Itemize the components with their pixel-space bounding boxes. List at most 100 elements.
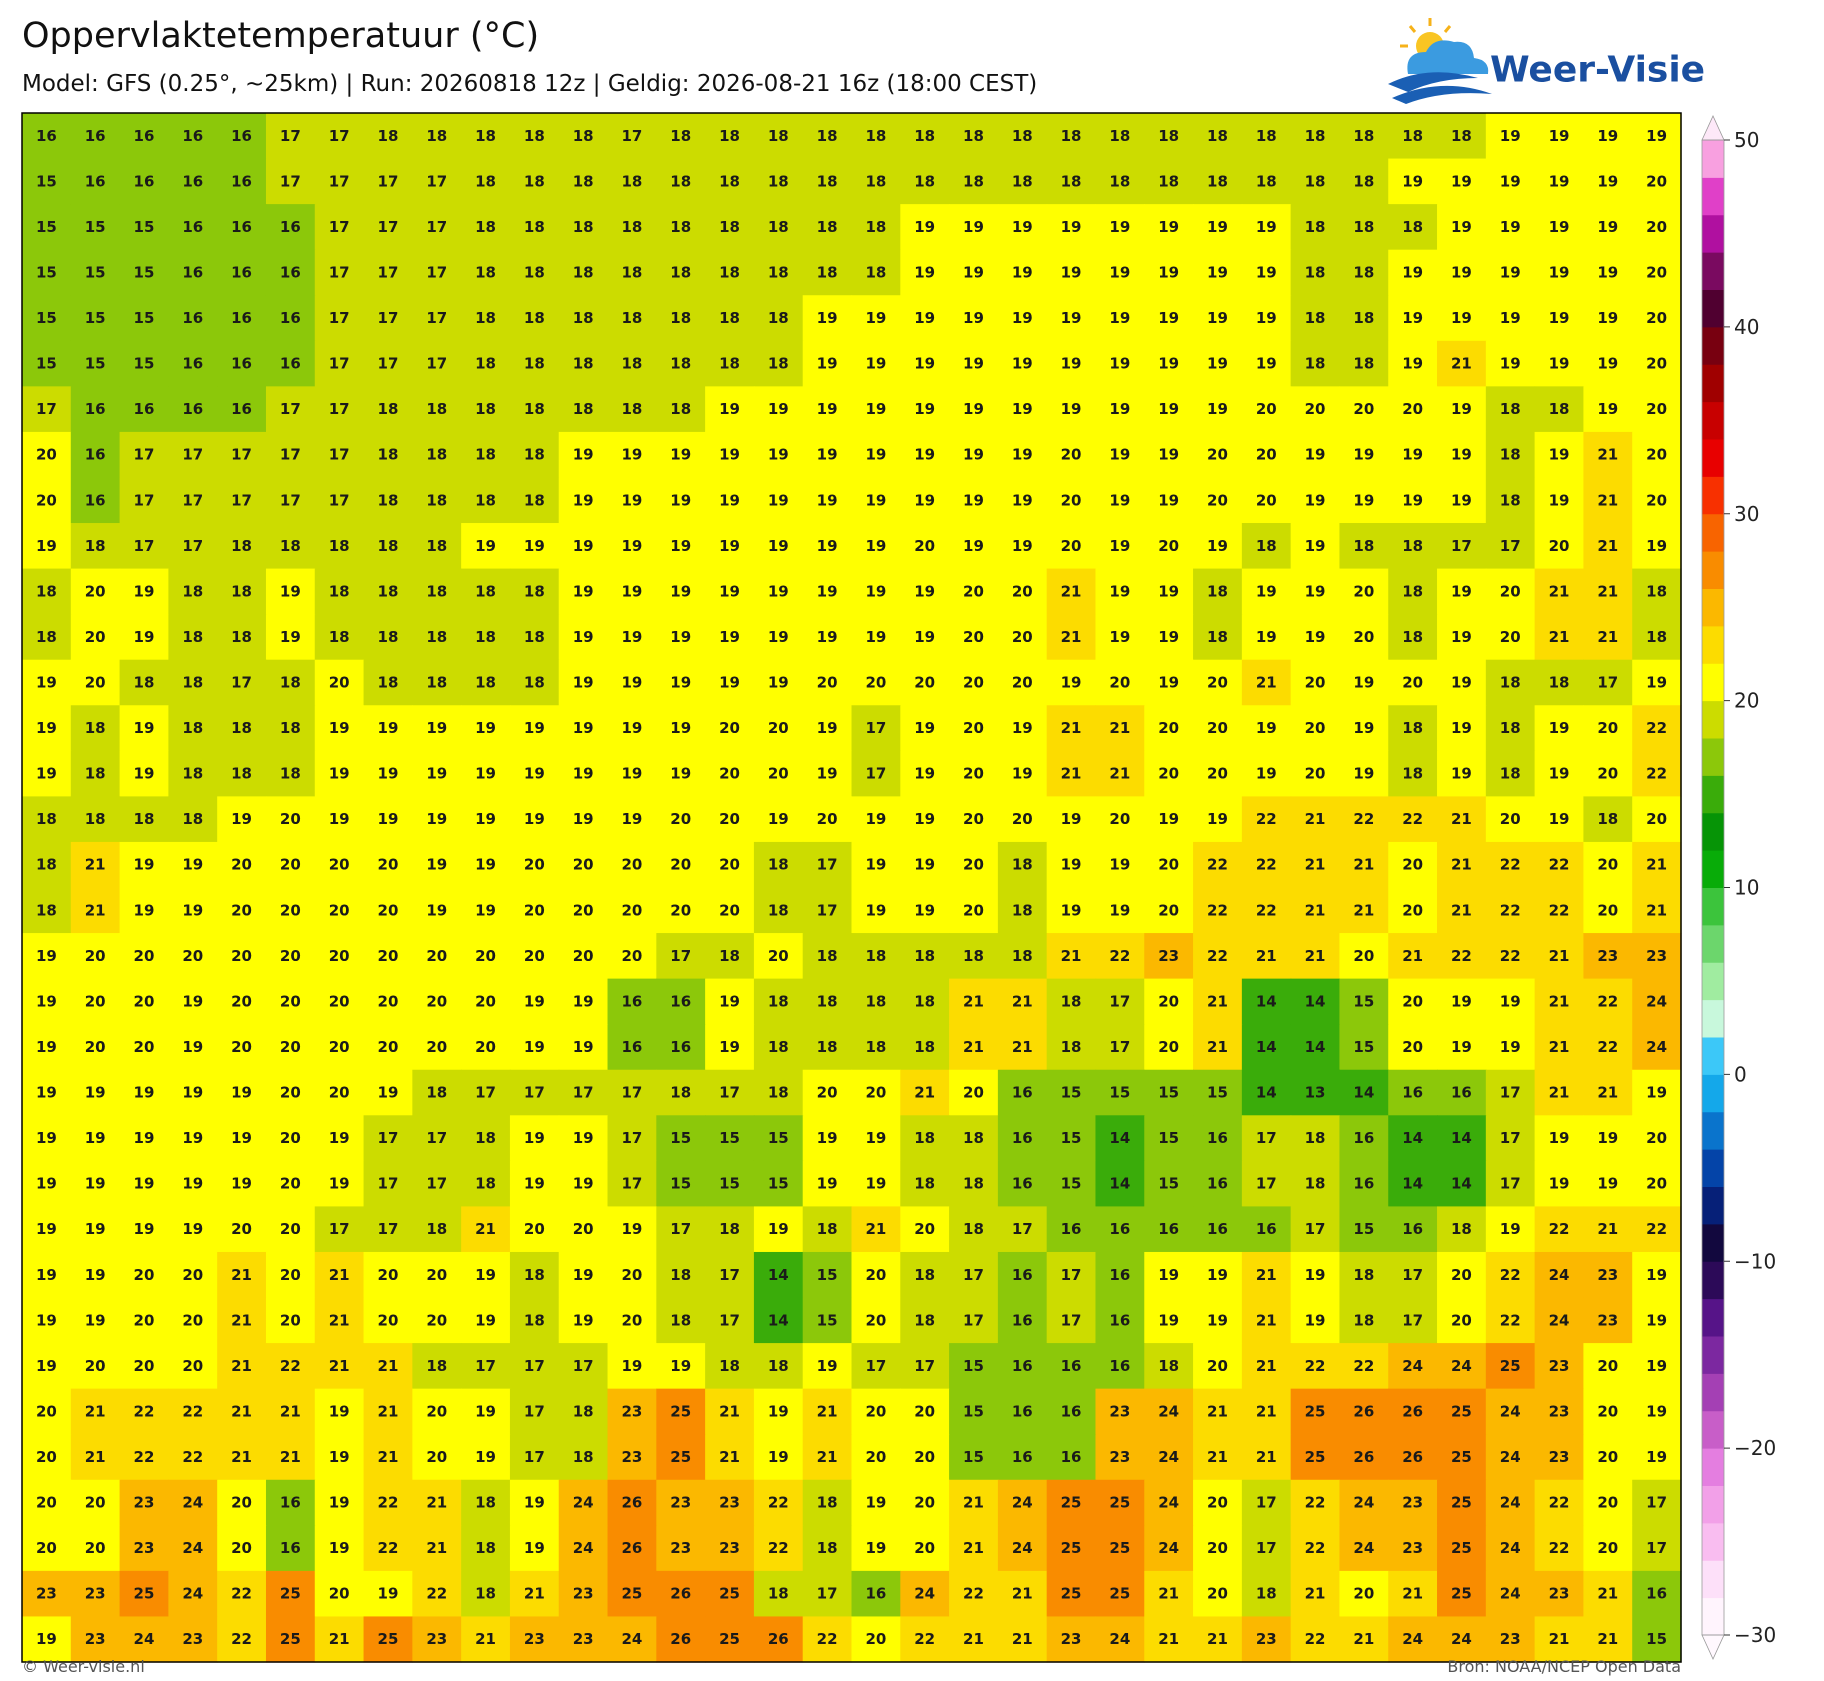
temperature-cell xyxy=(1485,1251,1536,1299)
temperature-cell xyxy=(558,568,609,615)
temperature-cell xyxy=(1583,614,1633,661)
temperature-label: 19 xyxy=(36,1266,57,1284)
temperature-label: 19 xyxy=(378,765,399,783)
temperature-label: 23 xyxy=(1549,1402,1570,1420)
temperature-label: 19 xyxy=(1451,400,1472,418)
temperature-label: 19 xyxy=(36,537,57,555)
temperature-label: 19 xyxy=(621,1357,642,1375)
temperature-cell xyxy=(265,1616,316,1663)
temperature-cell xyxy=(1534,1069,1585,1116)
temperature-cell xyxy=(461,1616,511,1663)
temperature-cell xyxy=(802,1115,853,1162)
temperature-cell xyxy=(509,477,560,524)
temperature-label: 19 xyxy=(329,1129,350,1147)
temperature-label: 19 xyxy=(524,1494,545,1512)
temperature-label: 19 xyxy=(1012,355,1033,373)
temperature-cell xyxy=(1046,1479,1097,1526)
temperature-cell xyxy=(217,1570,267,1618)
temperature-label: 25 xyxy=(1109,1539,1130,1557)
temperature-label: 18 xyxy=(1353,172,1374,190)
temperature-cell xyxy=(949,1206,999,1253)
temperature-cell xyxy=(265,1160,316,1208)
temperature-cell xyxy=(656,204,706,251)
temperature-cell xyxy=(217,1251,267,1299)
temperature-label: 24 xyxy=(1500,1539,1521,1557)
temperature-label: 20 xyxy=(719,810,740,828)
temperature-cell xyxy=(705,796,755,843)
temperature-cell xyxy=(217,1115,267,1162)
temperature-cell xyxy=(753,796,804,843)
temperature-label: 20 xyxy=(1012,628,1033,646)
temperature-cell xyxy=(119,933,169,980)
temperature-label: 18 xyxy=(378,400,399,418)
temperature-cell xyxy=(1046,1343,1097,1390)
temperature-label: 20 xyxy=(719,765,740,783)
temperature-label: 23 xyxy=(85,1630,106,1648)
temperature-cell xyxy=(1241,249,1292,296)
temperature-label: 24 xyxy=(1500,1402,1521,1420)
temperature-label: 19 xyxy=(573,1129,594,1147)
temperature-label: 21 xyxy=(329,1311,350,1329)
temperature-cell xyxy=(412,887,462,934)
colorbar-band xyxy=(1702,364,1724,403)
temperature-label: 18 xyxy=(865,218,886,236)
temperature-cell xyxy=(461,1024,511,1071)
temperature-label: 20 xyxy=(426,1038,447,1056)
temperature-label: 19 xyxy=(817,1129,838,1147)
temperature-label: 19 xyxy=(524,1038,545,1056)
temperature-label: 23 xyxy=(621,1448,642,1466)
temperature-label: 18 xyxy=(1451,1220,1472,1238)
temperature-cell xyxy=(314,523,365,570)
temperature-cell xyxy=(509,568,560,615)
temperature-cell xyxy=(949,1570,999,1618)
temperature-label: 19 xyxy=(1597,172,1618,190)
temperature-label: 19 xyxy=(865,1494,886,1512)
temperature-label: 18 xyxy=(524,1311,545,1329)
temperature-cell xyxy=(1388,796,1438,843)
temperature-cell xyxy=(1437,614,1487,661)
temperature-cell xyxy=(1144,477,1194,524)
temperature-cell xyxy=(168,568,218,615)
temperature-label: 18 xyxy=(231,582,252,600)
temperature-cell xyxy=(1290,796,1341,843)
temperature-cell xyxy=(412,1616,462,1663)
temperature-cell xyxy=(1193,659,1243,706)
temperature-cell xyxy=(607,295,657,342)
temperature-label: 18 xyxy=(817,1220,838,1238)
temperature-cell xyxy=(1241,477,1292,524)
footer-left: © Weer-visie.nl xyxy=(22,1657,145,1676)
temperature-cell xyxy=(1290,933,1341,980)
temperature-cell xyxy=(1388,1388,1438,1435)
temperature-label: 20 xyxy=(231,1220,252,1238)
temperature-cell xyxy=(70,1616,121,1663)
temperature-cell xyxy=(1193,1251,1243,1299)
temperature-cell xyxy=(1632,1525,1682,1572)
temperature-label: 18 xyxy=(865,127,886,145)
temperature-cell xyxy=(265,568,316,615)
temperature-label: 19 xyxy=(426,856,447,874)
temperature-cell xyxy=(1144,1525,1194,1572)
title: Oppervlaktetemperatuur (°C) xyxy=(22,16,539,56)
temperature-cell xyxy=(461,249,511,296)
temperature-cell xyxy=(119,295,169,342)
temperature-label: 21 xyxy=(329,1266,350,1284)
temperature-cell xyxy=(1534,705,1585,752)
temperature-label: 18 xyxy=(231,719,252,737)
temperature-label: 18 xyxy=(475,1494,496,1512)
temperature-cell xyxy=(1290,1160,1341,1208)
logo-waves xyxy=(1388,72,1492,104)
temperature-label: 20 xyxy=(573,947,594,965)
temperature-cell xyxy=(1241,1525,1292,1572)
temperature-cell xyxy=(70,841,121,889)
colorbar-band xyxy=(1702,663,1724,702)
temperature-cell xyxy=(1193,204,1243,251)
temperature-label: 23 xyxy=(85,1585,106,1603)
temperature-label: 17 xyxy=(621,127,642,145)
temperature-label: 17 xyxy=(1646,1494,1667,1512)
temperature-label: 19 xyxy=(85,1220,106,1238)
temperature-label: 26 xyxy=(768,1630,789,1648)
temperature-label: 25 xyxy=(670,1402,691,1420)
temperature-label: 18 xyxy=(914,127,935,145)
temperature-label: 19 xyxy=(1451,446,1472,464)
temperature-label: 20 xyxy=(1451,1266,1472,1284)
